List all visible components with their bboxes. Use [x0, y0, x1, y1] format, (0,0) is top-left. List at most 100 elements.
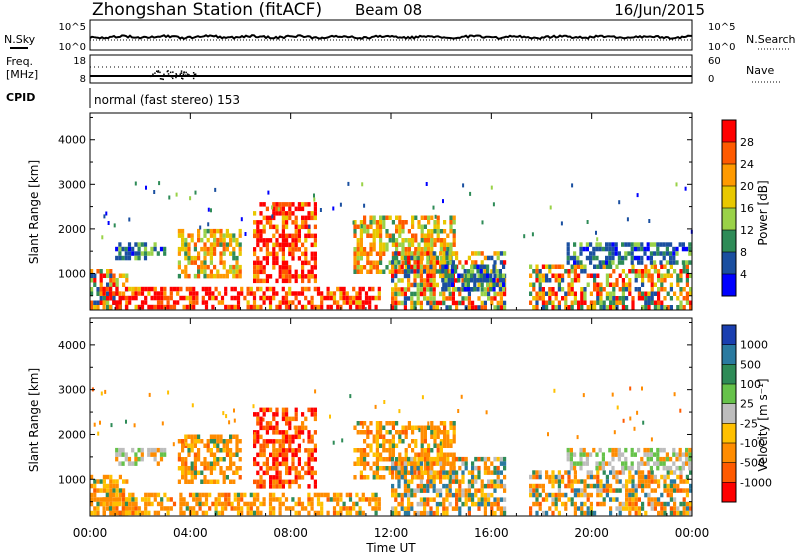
- echo-cell: [685, 510, 689, 516]
- echo-cell: [625, 483, 629, 489]
- echo-speck: [329, 414, 331, 419]
- echo-cell: [467, 291, 471, 297]
- echo-cell: [423, 488, 427, 493]
- echo-cell: [656, 452, 660, 457]
- echo-cell: [646, 242, 650, 247]
- echo-cell: [609, 506, 613, 511]
- echo-cell: [115, 501, 119, 507]
- echo-cell: [307, 484, 311, 489]
- echo-cell: [124, 286, 129, 292]
- echo-cell: [238, 233, 242, 238]
- echo-cell: [363, 251, 367, 256]
- echo-cell: [235, 470, 239, 475]
- echo-cell: [617, 452, 621, 457]
- echo-cell: [657, 305, 661, 310]
- echo-cell: [118, 452, 122, 457]
- echo-cell: [452, 233, 456, 238]
- echo-cell: [179, 497, 183, 502]
- nave-dot: [182, 78, 184, 80]
- echo-cell: [435, 506, 439, 511]
- echo-cell: [219, 466, 223, 471]
- echo-cell: [375, 434, 379, 439]
- echo-cell: [112, 291, 116, 296]
- echo-cell: [379, 251, 383, 256]
- echo-cell: [294, 452, 298, 458]
- echo-cell: [90, 474, 94, 480]
- echo-cell: [262, 215, 266, 221]
- echo-cell: [423, 510, 427, 516]
- echo-cell: [366, 461, 370, 466]
- echo-cell: [503, 300, 507, 306]
- echo-cell: [538, 291, 542, 296]
- echo-cell: [471, 470, 475, 475]
- echo-cell: [439, 474, 443, 480]
- echo-speck: [125, 419, 127, 424]
- nave-dot: [183, 72, 185, 74]
- echo-cell: [554, 278, 558, 283]
- echo-cell: [660, 501, 664, 507]
- echo-cell: [476, 264, 480, 269]
- echo-cell: [407, 282, 411, 288]
- echo-cell: [96, 501, 100, 507]
- echo-cell: [222, 233, 226, 238]
- echo-cell: [650, 291, 654, 296]
- echo-cell: [144, 295, 148, 301]
- echo-cell: [561, 474, 565, 480]
- echo-cell: [449, 452, 453, 457]
- echo-cell: [676, 273, 680, 278]
- echo-cell: [640, 260, 644, 265]
- echo-cell: [185, 304, 189, 310]
- echo-cell: [147, 447, 151, 453]
- echo-cell: [545, 291, 549, 296]
- echo-cell: [217, 510, 221, 516]
- freq-panel-frame: [89, 54, 693, 84]
- echo-speck: [153, 190, 156, 194]
- echo-cell: [115, 488, 119, 493]
- echo-cell: [203, 269, 207, 274]
- echo-cell: [272, 260, 276, 266]
- echo-cell: [108, 506, 113, 511]
- echo-cell: [379, 430, 383, 435]
- echo-cell: [429, 483, 433, 489]
- echo-cell: [678, 456, 682, 462]
- echo-cell: [458, 492, 462, 498]
- echo-cell: [407, 287, 411, 292]
- echo-cell: [644, 300, 648, 305]
- nave-dot: [156, 70, 158, 72]
- echo-cell: [313, 479, 317, 485]
- echo-cell: [649, 447, 653, 453]
- echo-cell: [493, 465, 497, 471]
- echo-cell: [403, 255, 407, 261]
- echo-cell: [557, 287, 561, 292]
- echo-cell: [288, 484, 292, 489]
- echo-cell: [363, 229, 367, 234]
- echo-cell: [377, 291, 381, 296]
- echo-speck: [492, 202, 495, 207]
- echo-cell: [458, 497, 462, 502]
- echo-cell: [442, 255, 446, 261]
- echo-cell: [222, 448, 226, 453]
- echo-cell: [388, 448, 392, 453]
- echo-cell: [483, 470, 487, 475]
- echo-cell: [535, 488, 539, 493]
- date-label: 16/Jun/2015: [614, 1, 705, 19]
- echo-cell: [420, 233, 424, 238]
- echo-cell: [673, 291, 677, 296]
- echo-cell: [411, 238, 415, 243]
- echo-cell: [201, 501, 205, 507]
- echo-cell: [288, 300, 292, 305]
- echo-cell: [229, 466, 233, 471]
- echo-cell: [348, 510, 353, 516]
- echo-cell: [432, 264, 436, 270]
- echo-cell: [230, 304, 234, 310]
- nave-tick-top: 60: [708, 56, 721, 67]
- echo-cell: [358, 291, 362, 296]
- echo-cell: [106, 300, 110, 305]
- echo-cell: [307, 211, 311, 216]
- echo-cell: [304, 247, 308, 252]
- echo-cell: [567, 474, 571, 480]
- echo-cell: [184, 457, 188, 462]
- echo-cell: [448, 305, 452, 310]
- echo-cell: [477, 497, 481, 502]
- echo-cell: [285, 269, 289, 275]
